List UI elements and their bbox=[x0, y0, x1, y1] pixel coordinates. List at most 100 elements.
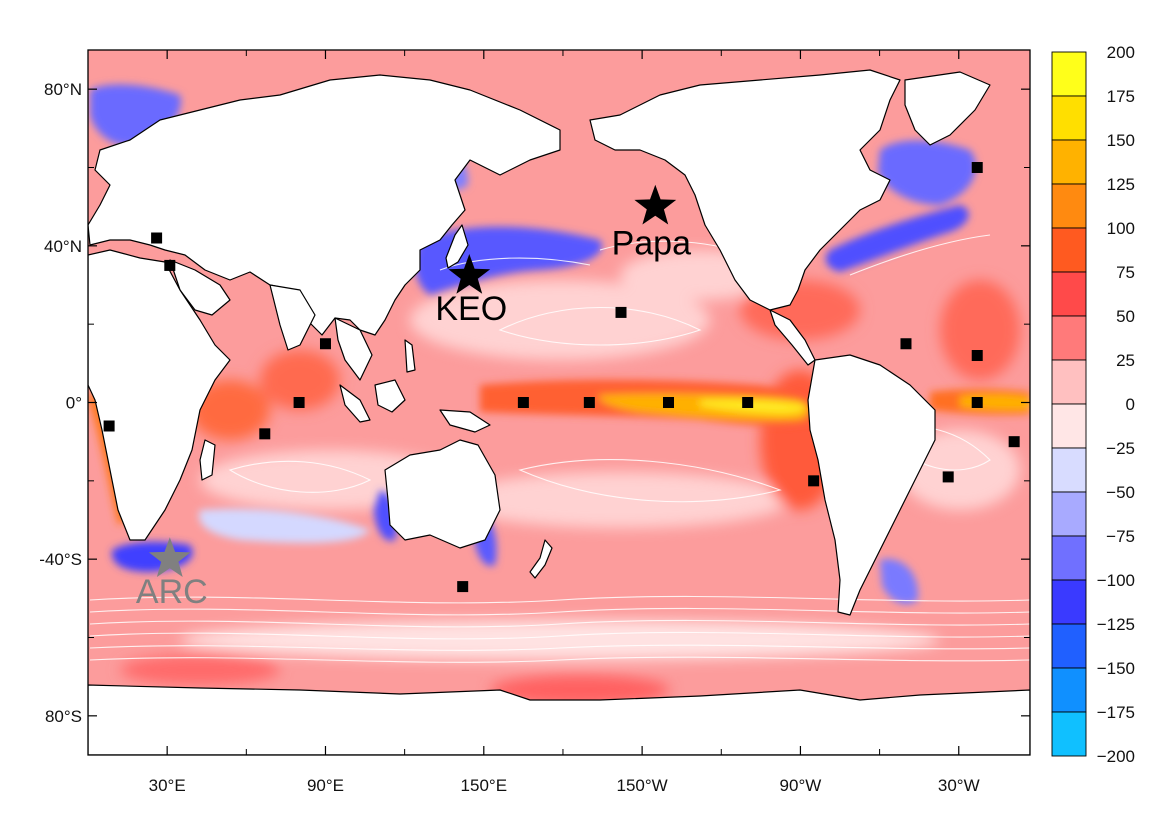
patch-red bbox=[490, 675, 670, 705]
axis-ticks: 80°N 40°N 0° -40°S 80°S 30°E 90°E 150°E 150°W 90°… bbox=[39, 50, 1030, 795]
colorbar-swatch bbox=[1051, 579, 1087, 625]
mooring-marker bbox=[164, 259, 176, 271]
patch-red bbox=[120, 655, 280, 685]
colorbar-swatch bbox=[1051, 183, 1087, 229]
colorbar-label: 200 bbox=[1107, 43, 1135, 62]
land-central-america bbox=[769, 309, 816, 366]
colorbar-swatch bbox=[1051, 447, 1087, 493]
lon-tick-label: 150°W bbox=[617, 776, 668, 795]
mooring-marker bbox=[583, 397, 595, 408]
land-north-america bbox=[589, 69, 901, 311]
lat-tick-label: -40°S bbox=[39, 550, 82, 569]
colorbar-swatch bbox=[1051, 623, 1087, 669]
colorbar-label: −125 bbox=[1097, 615, 1135, 634]
mooring-marker bbox=[517, 397, 529, 408]
patch-red bbox=[260, 350, 340, 410]
land-newzealand bbox=[529, 539, 553, 579]
land-indochina bbox=[334, 317, 373, 381]
colorbar-swatch bbox=[1051, 227, 1087, 273]
mooring-markers bbox=[103, 162, 1020, 593]
map-area bbox=[88, 50, 1030, 755]
contour-lines bbox=[89, 234, 1030, 663]
colorbar-label: 100 bbox=[1107, 219, 1135, 238]
land-africa bbox=[88, 249, 231, 541]
mooring-marker bbox=[293, 397, 305, 408]
colorbar-label: −175 bbox=[1097, 703, 1135, 722]
colorbar-label: −25 bbox=[1106, 439, 1135, 458]
colorbar-label: 150 bbox=[1107, 131, 1135, 150]
mooring-marker bbox=[457, 581, 469, 593]
patch-red bbox=[190, 380, 270, 440]
mooring-marker bbox=[259, 428, 271, 440]
colorbar-label: −50 bbox=[1106, 483, 1135, 502]
lon-tick-label: 150°E bbox=[461, 776, 508, 795]
site-star-keo bbox=[448, 254, 491, 294]
mooring-marker bbox=[1008, 436, 1020, 448]
colorbar-swatch bbox=[1051, 711, 1087, 757]
colorbar-label: 50 bbox=[1116, 307, 1135, 326]
mooring-marker bbox=[942, 471, 954, 483]
colorbar-swatch bbox=[1051, 403, 1087, 449]
brazil-malvinas-blue bbox=[880, 559, 919, 605]
colorbar: 200 175 150 125 100 75 50 25 0 −25 −50 −75 −100 −125 −… bbox=[1051, 43, 1135, 766]
mooring-marker bbox=[971, 350, 983, 361]
colorbar-label: −150 bbox=[1097, 659, 1135, 678]
colorbar-swatch bbox=[1051, 535, 1087, 581]
patch-red bbox=[940, 280, 1020, 380]
site-star-papa bbox=[634, 184, 677, 225]
land-india bbox=[269, 284, 316, 351]
mooring-marker bbox=[103, 420, 115, 432]
site-label-arc: ARC bbox=[136, 573, 208, 611]
land-borneo bbox=[374, 379, 406, 413]
colorbar-swatch bbox=[1051, 491, 1087, 537]
lat-tick-label: 40°N bbox=[44, 237, 82, 256]
colorbar-label: −100 bbox=[1097, 571, 1135, 590]
labrador-blue bbox=[878, 140, 976, 205]
lon-tick-label: 90°W bbox=[780, 776, 822, 795]
lat-tick-label: 80°N bbox=[44, 80, 82, 99]
colorbar-swatch bbox=[1051, 139, 1087, 185]
colorbar-swatch bbox=[1051, 359, 1087, 405]
mooring-marker bbox=[319, 338, 331, 350]
patch-light-pink bbox=[450, 472, 790, 528]
colorbar-label: −200 bbox=[1097, 747, 1135, 766]
site-label-keo: KEO bbox=[435, 290, 507, 328]
site-star-arc bbox=[148, 537, 191, 577]
site-markers: KEO Papa ARC bbox=[136, 184, 691, 611]
colorbar-swatch bbox=[1051, 271, 1087, 317]
mooring-marker bbox=[971, 162, 983, 173]
land-masses bbox=[88, 69, 1030, 755]
colorbar-swatch bbox=[1051, 667, 1087, 713]
lat-tick-label: 0° bbox=[66, 394, 82, 413]
land-sumatra bbox=[339, 384, 371, 423]
land-antarctica bbox=[88, 684, 1030, 755]
land-newguinea bbox=[439, 409, 491, 433]
colorbar-label: 175 bbox=[1107, 87, 1135, 106]
southern-light-blue bbox=[199, 508, 370, 543]
land-australia bbox=[384, 439, 501, 549]
gulf-stream-blue bbox=[825, 205, 969, 272]
site-label-papa: Papa bbox=[612, 225, 691, 263]
colorbar-label: 125 bbox=[1107, 175, 1135, 194]
patch-light-pink bbox=[410, 280, 710, 360]
colorbar-swatch bbox=[1051, 315, 1087, 361]
lat-tick-label: 80°S bbox=[45, 707, 82, 726]
land-philippines bbox=[404, 339, 416, 373]
mooring-marker bbox=[900, 338, 912, 350]
colorbar-label: 75 bbox=[1116, 263, 1135, 282]
land-greenland bbox=[904, 71, 991, 146]
patch-light-pink bbox=[180, 620, 940, 660]
lon-tick-label: 90°E bbox=[307, 776, 344, 795]
mooring-marker bbox=[808, 475, 820, 487]
colorbar-swatch bbox=[1051, 95, 1087, 141]
lon-tick-label: 30°W bbox=[938, 776, 980, 795]
mooring-marker bbox=[742, 397, 754, 408]
atlantic-equatorial-core bbox=[960, 394, 1030, 411]
lon-tick-label: 30°E bbox=[149, 776, 186, 795]
mooring-marker bbox=[971, 397, 983, 408]
colorbar-label: 0 bbox=[1126, 395, 1135, 414]
colorbar-label: −75 bbox=[1106, 527, 1135, 546]
mooring-marker bbox=[151, 232, 163, 244]
land-south-america bbox=[807, 354, 936, 616]
